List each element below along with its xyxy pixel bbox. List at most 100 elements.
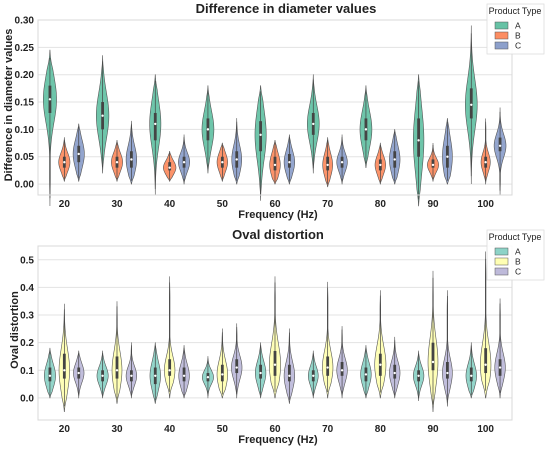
violin-median-point — [364, 128, 368, 131]
x-tick-label: 100 — [477, 424, 494, 435]
violin-iqr-box — [393, 364, 397, 379]
y-tick-label: 0.30 — [15, 16, 35, 27]
violin-iqr-box — [445, 362, 449, 379]
violin-iqr-box — [287, 153, 291, 168]
violin-iqr-box — [153, 112, 157, 141]
violin-median-point — [63, 369, 66, 372]
violin-iqr-box — [259, 364, 263, 379]
violin-iqr-box — [431, 159, 435, 168]
legend: Product Type ABC — [486, 3, 545, 55]
x-tick-label: 50 — [217, 424, 229, 435]
plot-area-frame — [37, 19, 513, 196]
violin-iqr-box — [498, 137, 502, 152]
violin-median-point — [379, 363, 382, 366]
violin-median-point — [115, 369, 119, 372]
y-tick-label: 0.2 — [20, 338, 34, 349]
chart-oval-distortion: Oval distortion 0.0 0.1 0.2 0.3 0.4 0.5 20 30 4… — [9, 227, 545, 446]
x-tick-label: 40 — [164, 199, 176, 210]
violin-median-point — [235, 158, 238, 161]
x-axis-label: Frequency (Hz) — [238, 209, 318, 221]
legend-label-C: C — [515, 41, 521, 51]
violin-median-point — [484, 363, 487, 366]
legend-swatch-A — [494, 21, 509, 30]
violin-median-point — [364, 373, 368, 376]
violin-median-point — [312, 374, 315, 378]
violin-iqr-box — [273, 350, 277, 376]
legend-title: Product Type — [489, 6, 542, 16]
x-tick-label: 70 — [322, 199, 334, 210]
violin-median-point — [393, 371, 396, 375]
y-tick-label: 0.20 — [15, 70, 35, 81]
violin-median-point — [326, 366, 329, 369]
y-tick-label: 0.1 — [20, 366, 34, 377]
y-tick-label: 0.5 — [20, 255, 34, 266]
violin-median-point — [63, 160, 66, 164]
legend-swatch-B — [494, 31, 509, 40]
y-tick-label: 0.0 — [20, 393, 34, 404]
legend-label-A: A — [515, 247, 521, 257]
violin-median-point — [168, 166, 171, 169]
violin-median-point — [498, 144, 502, 147]
violin-median-point — [182, 160, 186, 164]
violin-iqr-box — [287, 364, 291, 382]
violin-iqr-box — [259, 121, 263, 152]
legend-label-C: C — [515, 267, 521, 277]
chart-title: Difference in diameter values — [196, 1, 377, 16]
violin-median-point — [221, 373, 224, 376]
violin-median-point — [101, 114, 104, 117]
violin-median-point — [154, 374, 157, 378]
violin-iqr-box — [182, 367, 186, 382]
violin-iqr-box — [326, 156, 330, 171]
violin-median-point — [206, 375, 210, 379]
legend: Product Type ABC — [486, 229, 545, 281]
violin-iqr-box — [340, 362, 344, 376]
x-tick-label: 60 — [269, 424, 281, 435]
y-tick-label: 0.3 — [20, 311, 34, 322]
violin-median-point — [273, 363, 277, 366]
violin-median-point — [77, 371, 80, 375]
violin-median-point — [393, 158, 396, 161]
violin-median-point — [470, 374, 473, 378]
violin-median-point — [259, 371, 262, 375]
legend-swatch-C — [494, 41, 509, 50]
violin-median-point — [48, 374, 52, 378]
violin-iqr-box — [417, 118, 421, 157]
y-axis-label: Difference in diameter values — [3, 29, 15, 182]
chart-difference-in-diameter: Difference in diameter values 0.00 0.05 0.… — [3, 1, 545, 221]
violin-median-point — [235, 366, 238, 369]
violin-median-point — [115, 160, 119, 164]
violin-iqr-box — [326, 356, 330, 376]
violin-median-point — [484, 160, 487, 164]
legend-label-A: A — [515, 21, 521, 31]
violin-median-point — [470, 103, 473, 106]
y-tick-label: 0.10 — [15, 125, 35, 136]
violin-median-point — [221, 160, 224, 164]
violin-median-point — [431, 163, 435, 167]
violin-median-point — [154, 122, 157, 126]
violin-median-point — [379, 163, 382, 167]
chart-title: Oval distortion — [232, 227, 324, 242]
legend-label-B: B — [515, 31, 521, 41]
violin-median-point — [182, 374, 186, 378]
violin-median-point — [417, 374, 420, 378]
violin-iqr-box — [115, 356, 119, 379]
violin-median-point — [431, 360, 435, 364]
violin-median-point — [288, 374, 291, 378]
violin-iqr-box — [431, 342, 435, 371]
violin-median-point — [273, 163, 277, 167]
y-axis-label: Oval distortion — [9, 291, 21, 369]
violin-iqr-box — [168, 359, 172, 376]
x-tick-label: 100 — [477, 199, 494, 210]
violin-iqr-box — [168, 162, 172, 171]
violin-median-point — [101, 374, 104, 378]
violin-median-point — [312, 122, 315, 126]
violin-median-point — [326, 163, 329, 167]
legend-label-B: B — [515, 257, 521, 267]
x-tick-label: 90 — [427, 199, 439, 210]
violin-iqr-box — [220, 364, 224, 382]
x-tick-label: 20 — [59, 424, 71, 435]
y-tick-label: 0.15 — [15, 98, 35, 109]
violin-iqr-box — [235, 359, 239, 374]
violin-median-point — [130, 374, 133, 378]
x-tick-label: 40 — [164, 424, 176, 435]
